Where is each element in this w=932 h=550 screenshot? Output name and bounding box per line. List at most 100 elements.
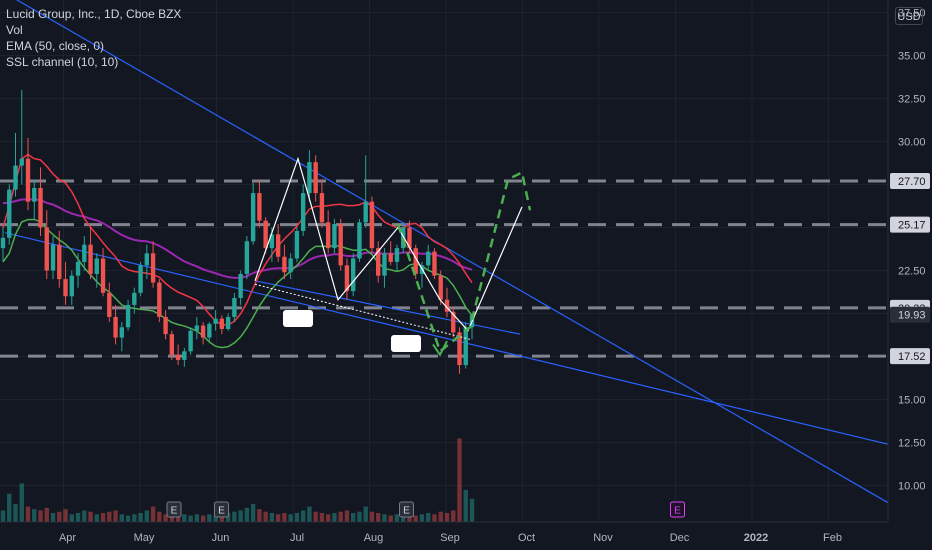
- candle-body-73: [457, 332, 462, 366]
- earnings-marker-label-1: E: [218, 506, 225, 517]
- candle-5: [32, 179, 37, 219]
- candle-8: [50, 236, 56, 280]
- volume-bar-14: [88, 511, 93, 522]
- earnings-marker-3: E: [670, 501, 685, 518]
- candle-body-60: [376, 248, 381, 276]
- price-tick-label-8: 30.00: [898, 137, 926, 149]
- candle-6: [38, 167, 43, 237]
- volume-bar-5: [32, 509, 37, 522]
- volume-bar-37: [232, 511, 237, 522]
- candle-55: [344, 258, 350, 300]
- candle-body-52: [325, 222, 331, 249]
- volume-bar-21: [132, 514, 137, 522]
- price-tick-label-10: 35.00: [898, 51, 926, 63]
- volume-bar-23: [144, 510, 150, 522]
- candle-body-59: [369, 201, 375, 249]
- candle-body-26: [163, 316, 168, 335]
- candle-31: [194, 316, 200, 340]
- volume-bar-73: [457, 438, 462, 522]
- volume-bar-0: [0, 510, 6, 522]
- volume-bar-36: [225, 513, 231, 522]
- candle-7: [44, 210, 49, 280]
- volume-bar-59: [369, 511, 375, 522]
- candle-body-36: [225, 316, 231, 329]
- volume-bar-42: [263, 511, 268, 522]
- candle-70: [438, 270, 443, 305]
- volume-bar-24: [150, 506, 156, 522]
- horizontal-levels: [0, 179, 888, 358]
- volume-bar-41: [257, 509, 262, 522]
- volume-bar-32: [200, 515, 206, 522]
- volume-indicator-label[interactable]: Vol: [6, 23, 23, 37]
- price-tick-label-2: 15.00: [898, 395, 926, 407]
- earnings-marker-box-3: [670, 501, 685, 518]
- price-tag-label-4: 17.52: [898, 351, 926, 363]
- volume-bar-22: [138, 513, 143, 522]
- volume-bar-66: [413, 515, 418, 522]
- volume-bar-54: [338, 511, 343, 522]
- candle-body-12: [75, 261, 81, 276]
- currency-button[interactable]: USD: [895, 7, 923, 25]
- annotations: [254, 156, 532, 357]
- candle-4: [25, 138, 31, 211]
- volume-bar-52: [325, 514, 331, 522]
- candle-body-31: [194, 325, 200, 331]
- candle-51: [319, 179, 325, 228]
- volume-bar-2: [13, 504, 18, 522]
- candle-body-53: [332, 224, 337, 249]
- price-axis[interactable]: 10.0012.5015.0017.5022.5030.0032.5035.00…: [887, 0, 932, 550]
- time-axis[interactable]: Apr May Jun Jul Aug Sep Oct Nov Dec 2022 Feb: [0, 521, 888, 544]
- candle-body-16: [100, 258, 106, 293]
- candle-body-5: [32, 187, 37, 202]
- volume-bars: [0, 438, 475, 522]
- candle-body-17: [107, 292, 112, 317]
- candle-73: [457, 327, 462, 374]
- candle-13: [82, 236, 87, 271]
- volume-bar-63: [394, 514, 400, 522]
- candle-body-62: [388, 253, 393, 262]
- volume-bar-4: [25, 506, 31, 522]
- candle-body-61: [382, 253, 387, 276]
- candle-body-15: [94, 258, 99, 274]
- candle-body-13: [82, 244, 87, 262]
- volume-bar-57: [357, 511, 362, 522]
- candle-35: [219, 315, 225, 335]
- chart-grid: [0, 0, 888, 522]
- ema-path: [2, 198, 473, 279]
- candle-body-10: [63, 279, 68, 297]
- symbol-title[interactable]: Lucid Group, Inc., 1D, Cboe BZX: [6, 7, 182, 21]
- candle-body-21: [132, 292, 137, 305]
- volume-bar-47: [294, 513, 300, 522]
- time-tick-label-6: Oct: [518, 532, 535, 544]
- price-tag-1: 25.17: [890, 216, 930, 233]
- volume-bar-74: [463, 489, 468, 522]
- price-tag-bg-1: [890, 216, 930, 233]
- candle-body-8: [50, 244, 56, 271]
- volume-bar-12: [75, 513, 81, 522]
- volume-bar-69: [432, 514, 437, 522]
- price-tick-label-0: 10.00: [898, 481, 926, 493]
- volume-bar-58: [363, 506, 368, 522]
- candle-18: [113, 304, 118, 345]
- candle-49: [307, 150, 312, 202]
- candle-66: [413, 244, 418, 280]
- earnings-marker-box-2: [399, 501, 414, 518]
- candle-body-2: [13, 165, 18, 190]
- volume-bar-46: [288, 514, 293, 522]
- candle-28: [175, 344, 181, 366]
- candle-56: [350, 253, 356, 297]
- candle-29: [182, 347, 187, 367]
- price-tick-label-1: 12.50: [898, 438, 926, 450]
- price-tick-label-9: 32.50: [898, 94, 926, 106]
- volume-bar-16: [100, 513, 106, 522]
- time-tick-label-7: Nov: [593, 532, 613, 544]
- candle-body-35: [219, 318, 225, 329]
- time-tick-label-0: Apr: [59, 532, 76, 544]
- ssl-indicator-label[interactable]: SSL channel (10, 10): [6, 55, 119, 69]
- trendline-2: [254, 280, 521, 335]
- candle-21: [132, 287, 137, 314]
- candle-body-58: [363, 201, 368, 223]
- ema-indicator-label[interactable]: EMA (50, close, 0): [6, 39, 105, 53]
